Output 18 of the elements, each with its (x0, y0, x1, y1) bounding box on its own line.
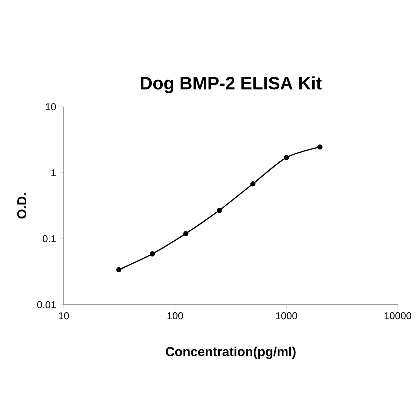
y-tick-label: 0.1 (43, 235, 56, 243)
x-tick-label: 10000 (384, 312, 412, 320)
x-tick-label: 10 (59, 312, 70, 320)
point (318, 144, 323, 150)
point (284, 155, 290, 160)
x-tick-label: 1000 (276, 312, 298, 320)
y-axis-title: O.D. (17, 194, 27, 219)
point (116, 267, 122, 273)
x-tick-label: 100 (168, 312, 184, 320)
point (184, 231, 189, 236)
y-tick-label: 10 (46, 103, 56, 111)
y-tick-label: 1 (52, 170, 56, 176)
point (150, 252, 156, 257)
point (250, 181, 256, 187)
x-axis-title: Concentration(pg/ml) (166, 346, 296, 360)
chart-title: Dog BMP-2 ELISA Kit (141, 76, 322, 94)
y-tick-label: 0.01 (37, 301, 56, 309)
point (217, 208, 222, 214)
